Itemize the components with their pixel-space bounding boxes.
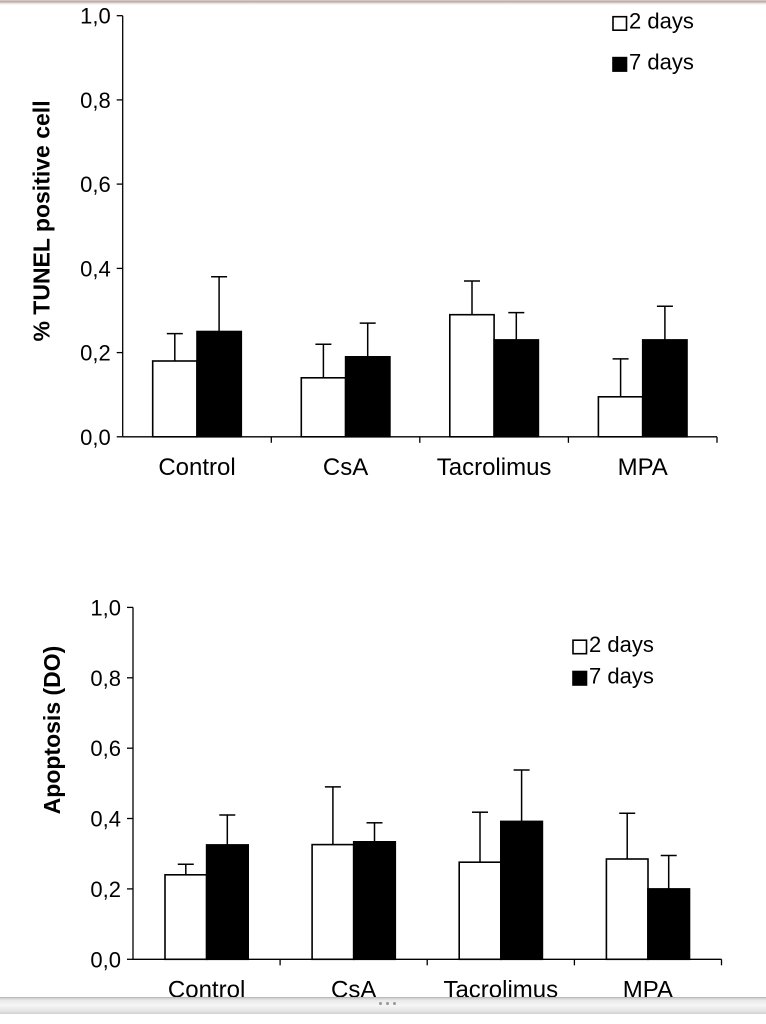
svg-text:0,8: 0,8 — [80, 88, 111, 113]
svg-text:7 days: 7 days — [629, 50, 694, 75]
svg-text:1,0: 1,0 — [80, 4, 111, 29]
svg-text:0,0: 0,0 — [90, 947, 121, 972]
svg-text:CsA: CsA — [323, 454, 368, 481]
svg-text:1,0: 1,0 — [90, 595, 121, 620]
svg-text:0,2: 0,2 — [90, 877, 121, 902]
svg-text:MPA: MPA — [618, 454, 668, 481]
svg-text:Control: Control — [158, 454, 235, 481]
svg-text:0,8: 0,8 — [90, 666, 121, 691]
svg-text:0,6: 0,6 — [80, 172, 111, 197]
svg-text:7 days: 7 days — [589, 664, 654, 689]
svg-text:0,6: 0,6 — [90, 736, 121, 761]
svg-text:0,4: 0,4 — [90, 807, 121, 832]
svg-text:2 days: 2 days — [629, 9, 694, 34]
svg-text:2 days: 2 days — [589, 632, 654, 657]
svg-text:Apoptosis (DO): Apoptosis (DO) — [39, 646, 65, 815]
svg-text:0,2: 0,2 — [80, 341, 111, 366]
svg-text:0,0: 0,0 — [80, 425, 111, 450]
svg-text:% TUNEL positive cell: % TUNEL positive cell — [29, 100, 55, 341]
svg-text:Tacrolimus: Tacrolimus — [437, 454, 552, 481]
svg-text:0,4: 0,4 — [80, 256, 111, 281]
